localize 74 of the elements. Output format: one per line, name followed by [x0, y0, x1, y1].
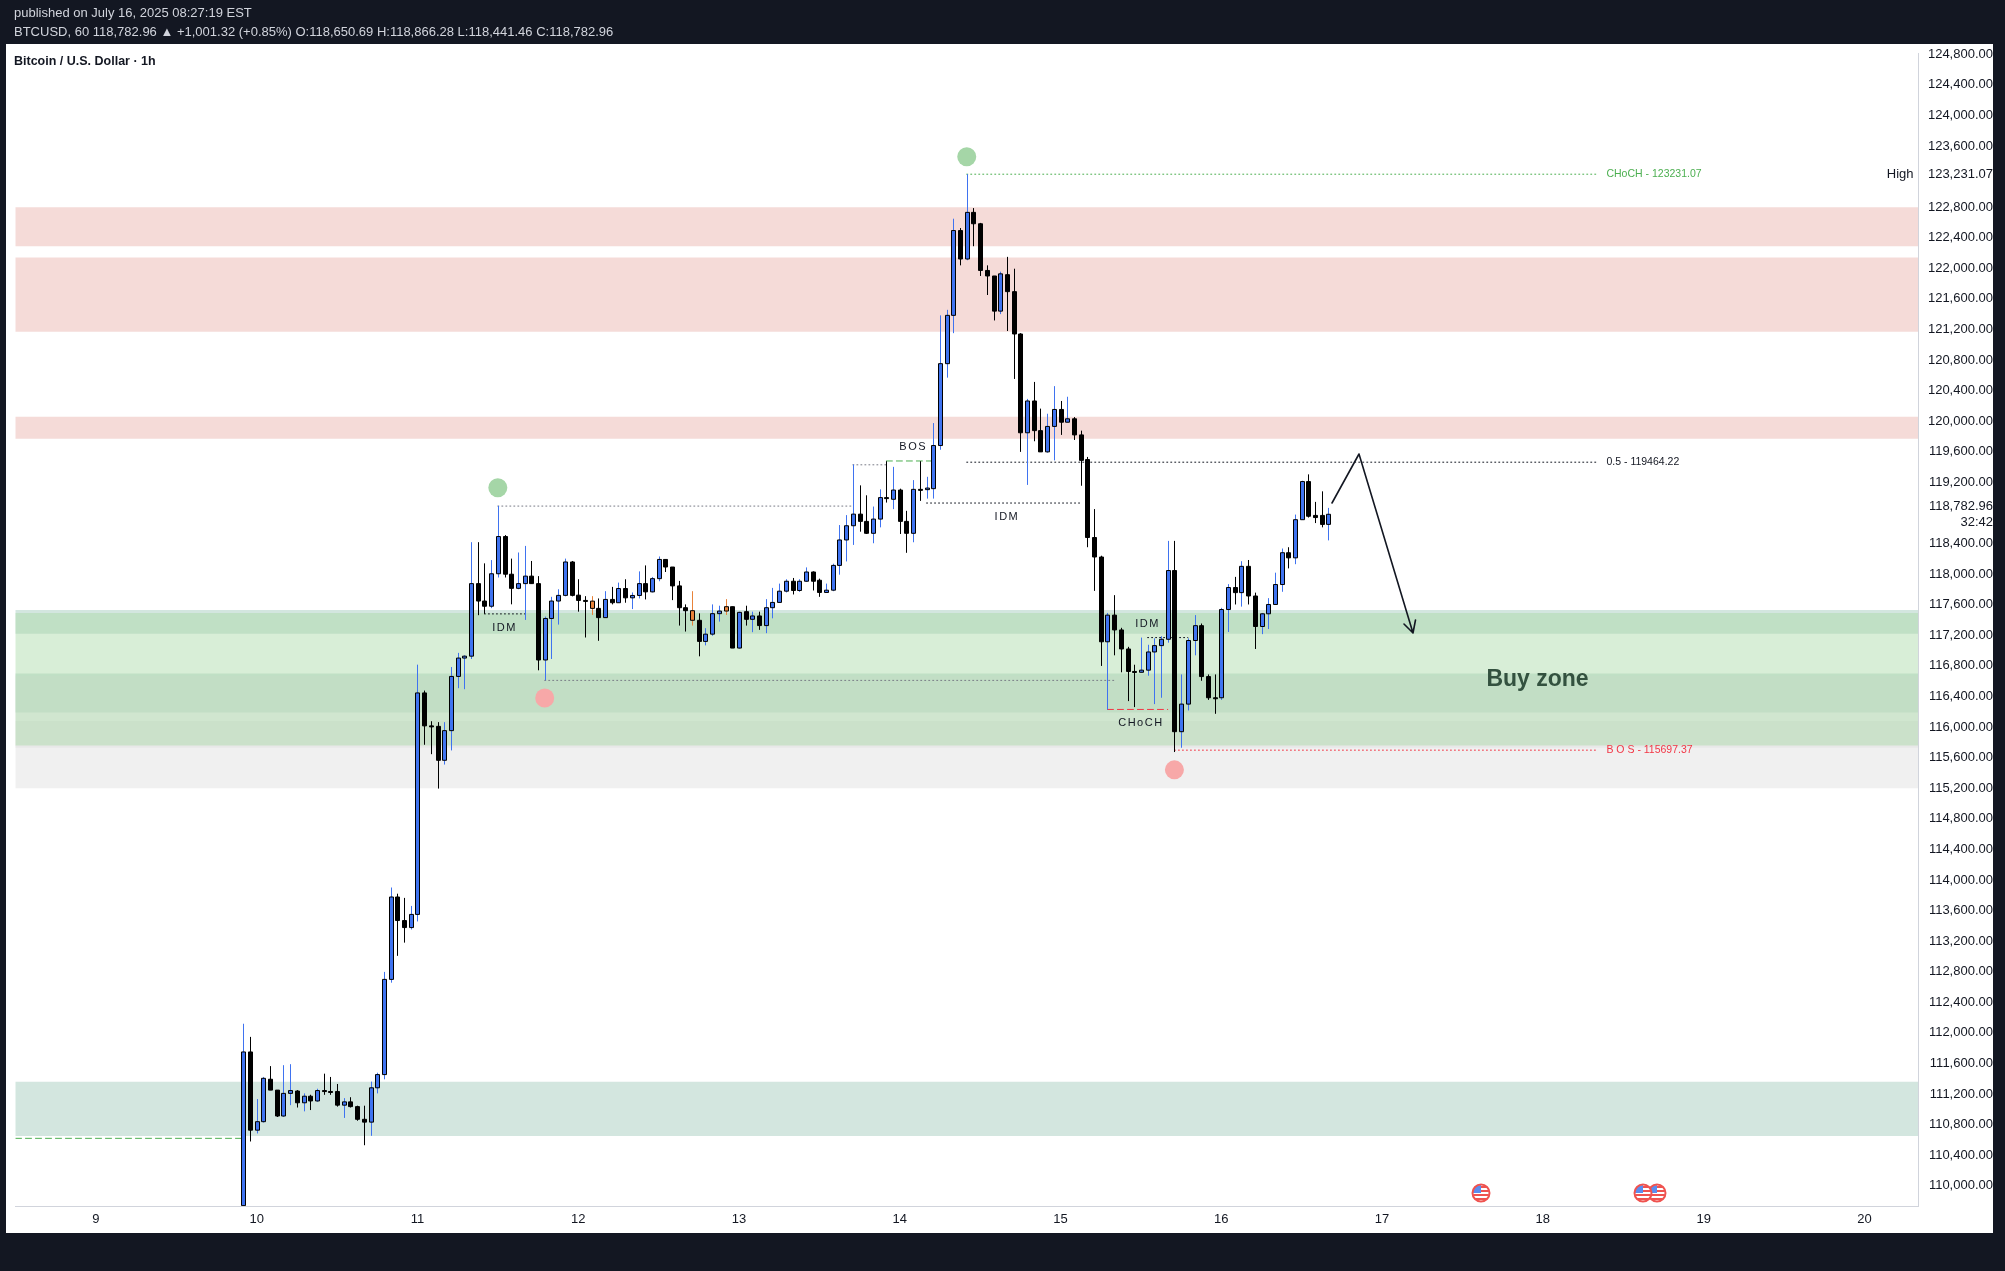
x-tick-label: 13: [731, 1211, 747, 1227]
y-tick-label: 122,800.00: [1927, 198, 1993, 214]
y-tick-label: 113,600.00: [1928, 902, 1993, 918]
band-label: Buy zone: [1486, 664, 1589, 691]
y-tick-label: 118,782.96 32:42: [1928, 498, 1993, 529]
x-tick-label: 14: [892, 1211, 907, 1227]
y-tick-label: 116,400.00: [1928, 688, 1993, 704]
y-tick-label: 113,200.00: [1928, 932, 1993, 948]
x-tick-label: 19: [1696, 1211, 1711, 1227]
point: [957, 147, 977, 167]
y-tick-label: 117,200.00: [1928, 626, 1993, 642]
x-tick-label: 16: [1214, 1211, 1229, 1227]
y-tick-label: 122,400.00: [1927, 229, 1993, 245]
y-tick-label: 123,600.00: [1927, 137, 1993, 153]
series-label: CHoCH - 123231.07: [1606, 167, 1702, 180]
x-tick-label: 18: [1535, 1211, 1551, 1227]
y-tick-label: 110,800.00: [1928, 1116, 1993, 1132]
annotation: BOS: [899, 440, 928, 453]
point: [488, 478, 508, 498]
candlestick: [710, 603, 715, 637]
y-tick-label: 120,800.00: [1927, 351, 1993, 367]
y-tick-label: 112,800.00: [1928, 963, 1993, 979]
y-tick-label: 118,000.00: [1928, 565, 1993, 581]
y-tick-label: 112,400.00: [1928, 993, 1993, 1009]
y-tick-label: 119,200.00: [1928, 473, 1993, 489]
x-tick-label: 11: [410, 1211, 425, 1227]
y-tick-label: 114,400.00: [1928, 840, 1993, 856]
x-tick-label: 9: [92, 1211, 100, 1227]
candlestick: [978, 222, 983, 277]
y-tick-label: 111,600.00: [1929, 1055, 1993, 1070]
candlestick: [335, 1083, 340, 1108]
point: [535, 688, 555, 708]
y-tick-label: 124,400.00: [1927, 76, 1993, 92]
y-tick-label: 121,600.00: [1927, 290, 1993, 306]
y-tick-label: 111,200.00: [1929, 1085, 1993, 1101]
y-tick-label: 115,600.00: [1928, 749, 1993, 765]
y-tick-label: 115,200.00: [1928, 779, 1993, 795]
annotation: CHoCH: [1118, 716, 1164, 729]
point: [1164, 760, 1184, 780]
candlestick: [288, 1063, 293, 1106]
y-tick-label: 110,000.00: [1928, 1177, 1993, 1193]
candlestick: [248, 1036, 253, 1142]
candlestick: [1273, 572, 1278, 605]
y-tick-label: 120,400.00: [1927, 382, 1993, 398]
candlestick: [690, 590, 695, 627]
series-label: B O S - 115697.37: [1606, 743, 1693, 756]
y-tick-label: 114,000.00: [1928, 871, 1993, 887]
y-tick-label: 114,800.00: [1928, 810, 1993, 826]
y-tick-label: 116,000.00: [1928, 718, 1993, 734]
y-tick-label: High 123,231.07: [1886, 165, 1993, 181]
candlestick: [516, 552, 521, 590]
chart-subtitle: BTCUSD, 60 118,782.96 ▲ +1,001.32 (+0.85%) O:118,650.69 H:118,866.28 L:118,441.46 C:118,782.96: [14, 24, 614, 39]
text: published on July 16, 2025 08:27:19 EST: [14, 5, 252, 20]
y-tick-label: 116,800.00: [1928, 657, 1993, 673]
y-tick-label: 118,400.00: [1928, 535, 1993, 551]
x-tick-label: 20: [1857, 1211, 1872, 1227]
y-tick-label: 110,400.00: [1928, 1146, 1993, 1162]
x-tick-label: 17: [1374, 1211, 1390, 1227]
x-tick-label: 15: [1053, 1211, 1068, 1227]
annotation: IDM: [994, 510, 1020, 523]
annotation: IDM: [1135, 616, 1160, 629]
y-tick-label: 122,000.00: [1927, 259, 1993, 275]
x-tick-label: 12: [570, 1211, 586, 1227]
series-label: 0.5 - 119464.22: [1606, 455, 1680, 468]
y-tick-label: 121,200.00: [1927, 321, 1993, 337]
annotation: IDM: [492, 620, 517, 633]
y-tick-label: 112,000.00: [1928, 1024, 1993, 1040]
chart-title: Bitcoin / U.S. Dollar · 1h: [14, 54, 156, 68]
x-tick-label: 10: [249, 1211, 264, 1227]
y-tick-label: 117,600.00: [1928, 596, 1993, 612]
y-tick-label: 124,000.00: [1927, 107, 1993, 122]
y-tick-label: 120,000.00: [1927, 412, 1993, 428]
y-tick-label: 119,600.00: [1928, 443, 1993, 459]
y-tick-label: 124,800.00: [1927, 45, 1993, 61]
